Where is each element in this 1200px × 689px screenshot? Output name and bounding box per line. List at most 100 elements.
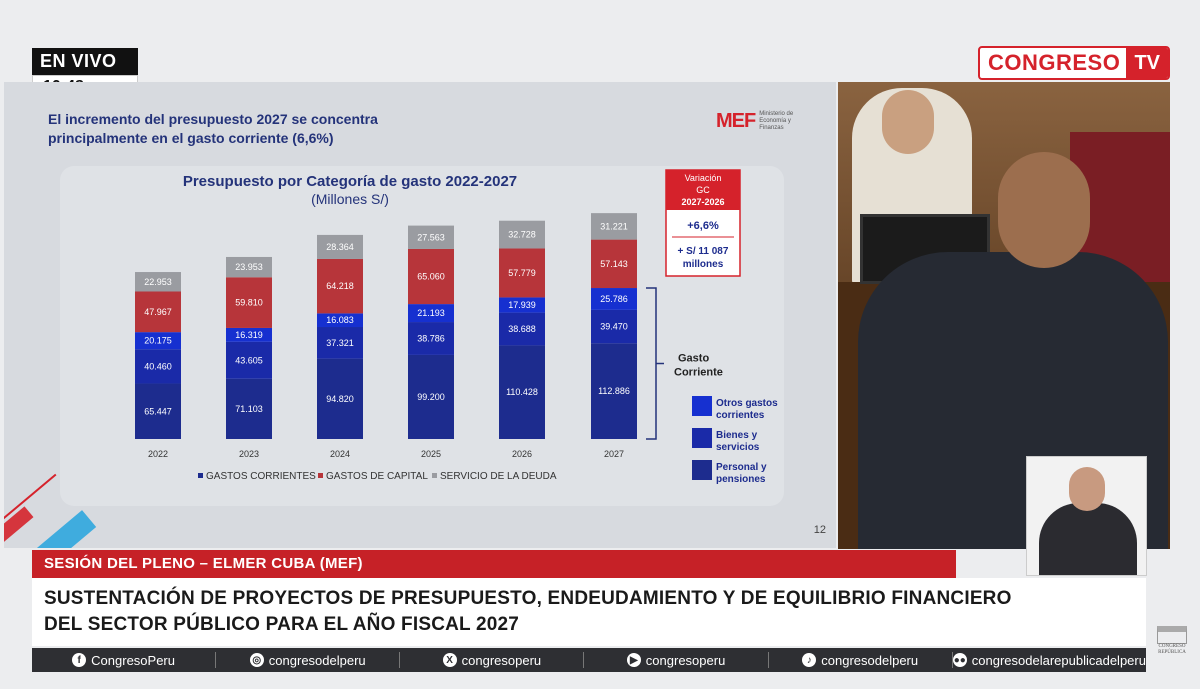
chart-data-label: 94.820: [326, 394, 354, 404]
interpreter-head: [1069, 467, 1105, 511]
gasto-corriente-bracket: [646, 287, 657, 440]
legend-label-right: Otros gastos: [716, 398, 778, 409]
social-handle: congresodelarepublicadelperu: [971, 652, 1146, 668]
chart-bar-segment: [408, 304, 454, 323]
social-handle: CongresoPeru: [91, 652, 175, 668]
chart-data-label: 43.605: [235, 355, 263, 365]
chart-bar-segment: [226, 277, 272, 328]
variation-header: 2027-2026: [681, 197, 724, 207]
sign-language-interpreter: [1026, 456, 1147, 576]
chart-subtitle: (Millones S/): [311, 191, 389, 207]
chart-bar-segment: [226, 378, 272, 439]
legend-swatch: [198, 473, 203, 478]
chart-bar-segment: [317, 327, 363, 359]
chart-data-label: 112.886: [598, 386, 630, 396]
mef-logo-text: MEF: [716, 110, 756, 132]
mef-logo-subtitle: Ministerio de Economía y Finanzas: [759, 111, 794, 131]
chart-x-tick-label: 2025: [421, 449, 441, 459]
chart-data-label: 20.175: [144, 336, 172, 346]
gasto-corriente-label: Gasto: [678, 353, 709, 365]
channel-name: CONGRESO: [988, 50, 1121, 75]
chart-bar-segment: [408, 248, 454, 305]
chart-data-label: 59.810: [235, 298, 263, 308]
flickr-icon: ●●: [952, 653, 967, 667]
gasto-corriente-label: Corriente: [674, 367, 723, 379]
social-handle: congresodelperu: [821, 652, 919, 668]
legend-label-right: corrientes: [716, 410, 765, 421]
chart-bar-segment: [226, 256, 272, 278]
chart-title: Presupuesto por Categoría de gasto 2022-…: [183, 173, 517, 190]
chart-bar-segment: [135, 291, 181, 333]
chart-data-label: 38.688: [508, 324, 536, 334]
social-handle: congresoperu: [461, 652, 542, 668]
chart-data-label: 64.218: [326, 281, 354, 291]
chart-data-label: 22.953: [144, 277, 172, 287]
variation-pct: +6,6%: [687, 220, 719, 232]
live-label: EN VIVO: [32, 48, 138, 75]
channel-logo: CONGRESO TV: [978, 46, 1170, 80]
chart-data-label: 21.193: [417, 308, 445, 318]
chart-bar-segment: [135, 383, 181, 439]
chart-data-label: 27.563: [417, 232, 445, 242]
chart-bar-segment: [317, 258, 363, 314]
instagram-icon: ◎: [249, 653, 264, 667]
congress-crest: CONGRESO REPÚBLICA: [1150, 626, 1194, 666]
legend-label-right: Bienes y: [716, 430, 758, 441]
presentation-slide: El incremento del presupuesto 2027 se co…: [4, 82, 836, 548]
chart-data-label: 65.447: [144, 406, 172, 416]
chart-data-label: 31.221: [600, 221, 628, 231]
chart-bar-segment: [135, 272, 181, 292]
variation-unit: millones: [683, 259, 724, 270]
legend-swatch: [318, 473, 323, 478]
legend-label: SERVICIO DE LA DEUDA: [440, 471, 557, 482]
chart-bar-segment: [408, 354, 454, 439]
chart-data-label: 110.428: [506, 387, 538, 397]
chart-bar-segment: [408, 322, 454, 355]
social-item: ▶ congresoperu: [584, 652, 769, 668]
chart-data-label: 57.143: [600, 259, 628, 269]
tiktok-icon: ♪: [802, 653, 817, 667]
slide-title-line1: El incremento del presupuesto 2027 se co…: [48, 111, 378, 127]
chart-x-tick-label: 2024: [330, 449, 350, 459]
chart-bar-segment: [226, 327, 272, 342]
variation-box-header: [666, 170, 740, 210]
x-icon: X: [442, 653, 457, 667]
variation-header: GC: [696, 185, 710, 195]
legend-label: GASTOS DE CAPITAL: [326, 471, 428, 482]
youtube-icon: ▶: [626, 653, 641, 667]
social-item: f CongresoPeru: [32, 652, 217, 668]
crest-icon: [1157, 626, 1187, 644]
chart-bar-segment: [135, 349, 181, 384]
chart-data-label: 47.967: [144, 307, 172, 317]
interpreter-body: [1039, 503, 1137, 575]
chart-data-label: 99.200: [417, 392, 445, 402]
chart-bar-segment: [408, 225, 454, 249]
legend-swatch-right: [692, 460, 712, 480]
chart-bar-segment: [499, 220, 545, 249]
camera-feed: [838, 82, 1170, 549]
chart-data-label: 16.083: [326, 315, 354, 325]
social-item: ◎ congresodelperu: [216, 652, 401, 668]
chart-data-label: 40.460: [144, 361, 172, 371]
facebook-icon: f: [72, 653, 87, 667]
headline-banner: SUSTENTACIÓN DE PROYECTOS DE PRESUPUESTO…: [32, 578, 1146, 646]
session-banner: SESIÓN DEL PLENO – ELMER CUBA (MEF): [32, 550, 956, 578]
social-handle: congresoperu: [645, 652, 726, 668]
chart-data-label: 32.728: [508, 230, 536, 240]
chart-x-tick-label: 2023: [239, 449, 259, 459]
chart-bar-segment: [591, 309, 637, 344]
slide-decoration-blue: [23, 510, 97, 548]
chart-bar-segment: [591, 288, 637, 310]
chart-data-label: 23.953: [235, 262, 263, 272]
slide-title-line2: principalmente en el gasto corriente (6,…: [48, 130, 334, 146]
chart-data-label: 38.786: [417, 333, 445, 343]
chart-data-label: 28.364: [326, 242, 354, 252]
chart-bar-segment: [591, 213, 637, 240]
chart-bar-segment: [226, 341, 272, 379]
chart-bar-segment: [591, 239, 637, 289]
chart-bar-segment: [499, 297, 545, 313]
legend-swatch-right: [692, 428, 712, 448]
slide-page-number: 12: [813, 524, 826, 536]
